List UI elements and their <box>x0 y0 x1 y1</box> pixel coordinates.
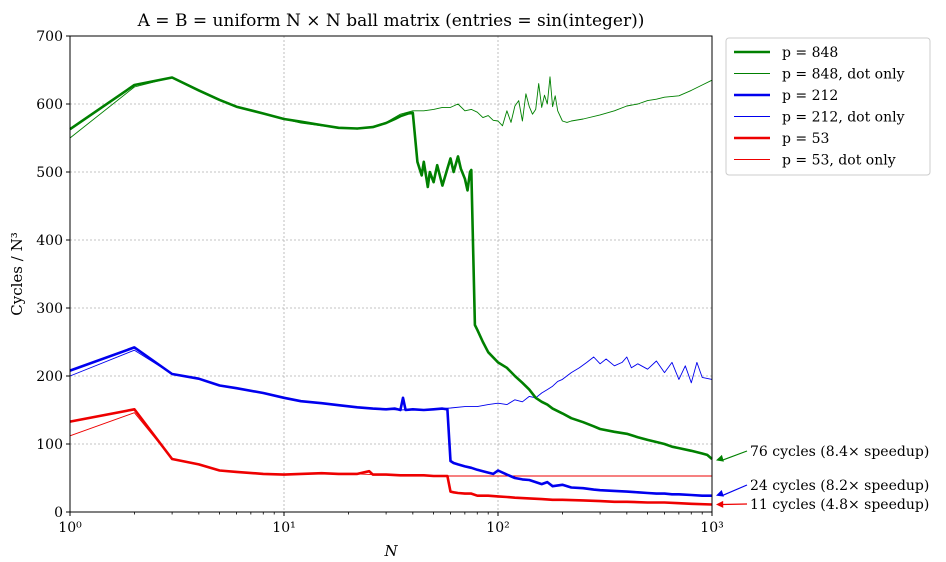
annotation-label: 76 cycles (8.4× speedup) <box>750 444 929 460</box>
y-tick-label: 400 <box>36 233 63 249</box>
annotation-label: 11 cycles (4.8× speedup) <box>750 497 929 513</box>
x-tick-label: 10³ <box>700 520 723 536</box>
series-line-4 <box>69 407 713 506</box>
y-tick-label: 200 <box>36 369 63 385</box>
annotation-arrow <box>721 503 748 506</box>
y-tick-label: 600 <box>36 97 63 113</box>
legend-label: p = 848 <box>782 45 838 61</box>
series-line-0 <box>69 76 713 460</box>
series-line-2 <box>69 346 712 498</box>
legend-label: p = 53 <box>782 131 829 147</box>
x-axis-label: N <box>383 542 398 560</box>
annotations: 76 cycles (8.4× speedup) 24 cycles (8.2× … <box>716 444 929 513</box>
x-tick-label: 10⁰ <box>58 520 82 536</box>
legend-label: p = 212, dot only <box>782 110 905 126</box>
series-line-3 <box>69 349 713 411</box>
legend: p = 848 p = 848, dot only p = 212 p = 212, … <box>725 37 931 176</box>
y-tick-label: 700 <box>36 29 63 45</box>
y-tick-label: 500 <box>36 165 63 181</box>
plot-frame <box>69 35 713 513</box>
x-tick-label: 10² <box>486 520 509 536</box>
axis-ticks: 0 100 200 300 400 500 600 700 10⁰ 10¹ 10² 10³ <box>36 29 723 536</box>
annotation-arrowhead <box>716 490 724 497</box>
y-tick-label: 0 <box>54 505 63 521</box>
annotation-arrowhead <box>716 454 724 462</box>
grid <box>70 36 712 512</box>
legend-label: p = 848, dot only <box>782 67 905 83</box>
legend-label: p = 53, dot only <box>782 153 896 169</box>
y-tick-label: 300 <box>36 301 63 317</box>
legend-box <box>725 37 931 176</box>
annotation-arrow <box>721 450 748 461</box>
y-tick-label: 100 <box>36 437 63 453</box>
y-axis-label: Cycles / N³ <box>8 232 26 315</box>
x-tick-label: 10¹ <box>272 520 295 536</box>
series-lines <box>69 76 713 506</box>
series-line-1 <box>69 76 713 139</box>
legend-label: p = 212 <box>782 88 838 104</box>
annotation-arrowhead <box>716 500 724 508</box>
annotation-arrow <box>721 484 748 497</box>
chart-title: A = B = uniform N × N ball matrix (entri… <box>137 11 645 31</box>
annotation-label: 24 cycles (8.2× speedup) <box>750 478 929 494</box>
